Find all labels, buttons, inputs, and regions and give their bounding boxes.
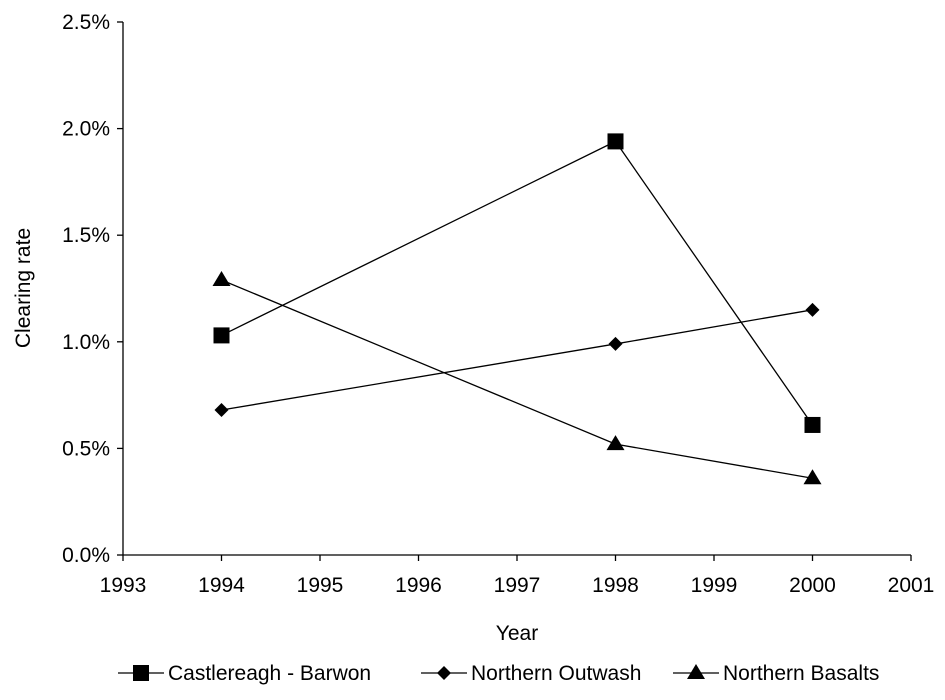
x-tick-label: 1993: [100, 574, 147, 597]
x-tick-label: 1999: [691, 574, 738, 597]
legend-label: Northern Basalts: [723, 662, 879, 685]
y-tick-label: 1.0%: [62, 331, 110, 354]
x-tick-label: 2001: [888, 574, 935, 597]
data-point-northern-basalts: [803, 469, 822, 485]
x-tick-label: 1997: [494, 574, 541, 597]
y-tick-label: 2.5%: [62, 11, 110, 34]
x-tick-label: 1995: [297, 574, 344, 597]
data-point-castlereagh-barwon: [213, 327, 230, 344]
legend-label: Northern Outwash: [471, 662, 641, 685]
series-line-castlereagh-barwon: [221, 140, 814, 426]
data-point-northern-outwash: [214, 403, 229, 418]
legend-marker: [133, 665, 149, 681]
legend-label: Castlereagh - Barwon: [168, 662, 371, 685]
x-tick-label: 1994: [198, 574, 245, 597]
x-axis-label: Year: [496, 622, 538, 645]
y-axis-ticks: 0.0% 0.5% 1.0% 1.5% 2.0% 2.5%: [62, 11, 123, 567]
data-point-northern-basalts: [606, 435, 625, 451]
series-line-northern-basalts: [221, 279, 813, 479]
legend-item-northern-outwash: Northern Outwash: [421, 662, 641, 685]
x-tick-label: 1998: [592, 574, 639, 597]
y-tick-label: 2.0%: [62, 118, 110, 141]
data-point-castlereagh-barwon: [804, 416, 821, 433]
data-point-northern-outwash: [805, 302, 820, 317]
data-point-northern-outwash: [608, 336, 623, 351]
y-tick-label: 0.5%: [62, 437, 110, 460]
series-markers: [212, 133, 822, 485]
data-point-castlereagh-barwon: [607, 133, 624, 150]
series-line-northern-outwash: [221, 309, 813, 411]
x-axis-ticks: 1993 1994 1995 1996 1997 1998 1999 2000 2001: [100, 555, 935, 597]
legend: Castlereagh - Barwon Northern Outwash Nort…: [118, 662, 879, 685]
data-point-northern-basalts: [212, 270, 231, 286]
legend-item-castlereagh-barwon: Castlereagh - Barwon: [118, 662, 371, 685]
series-lines: [221, 140, 814, 479]
legend-item-northern-basalts: Northern Basalts: [673, 662, 879, 685]
y-tick-label: 0.0%: [62, 544, 110, 567]
x-tick-label: 1996: [395, 574, 442, 597]
legend-marker: [437, 666, 451, 680]
x-tick-label: 2000: [789, 574, 836, 597]
legend-marker: [687, 664, 705, 679]
y-tick-label: 1.5%: [62, 224, 110, 247]
y-axis-label: Clearing rate: [12, 228, 35, 348]
